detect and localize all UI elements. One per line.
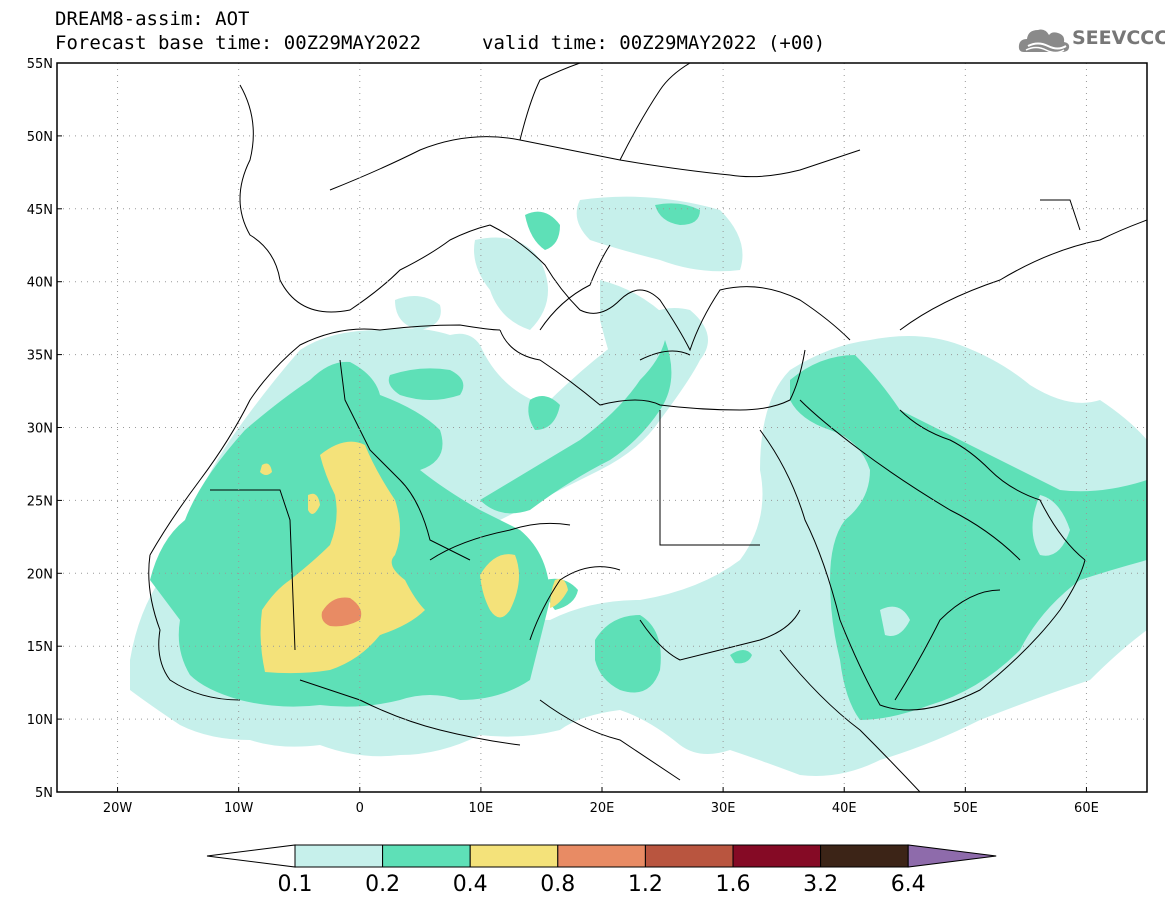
lon-label: 40E	[832, 801, 857, 816]
longitude-labels: 20W 10W 0 10E 20E 30E 40E 50E 60E	[103, 787, 1099, 816]
colorbar-level-label: 0.8	[540, 872, 576, 897]
lon-label: 30E	[711, 801, 736, 816]
lon-label: 0	[356, 801, 364, 816]
colorbar-bin	[557, 844, 646, 868]
cloud-icon	[1018, 29, 1070, 54]
lat-label: 55N	[27, 57, 53, 72]
colorbar-low-arrow	[206, 844, 296, 868]
lon-label: 20W	[103, 801, 133, 816]
colorbar-bin	[294, 844, 384, 868]
lat-label: 5N	[35, 786, 53, 801]
coastlines	[148, 63, 1147, 792]
lon-label: 50E	[953, 801, 978, 816]
colorbar	[206, 844, 997, 868]
colorbar-level-label: 0.2	[365, 872, 401, 897]
base-time: Forecast base time: 00Z29MAY2022	[55, 32, 422, 54]
lat-label: 40N	[27, 276, 53, 291]
colorbar-level-label: 0.4	[452, 872, 488, 897]
valid-time: valid time: 00Z29MAY2022 (+00)	[482, 32, 826, 54]
colorbar-bin	[820, 844, 909, 868]
lon-label: 10E	[469, 801, 494, 816]
colorbar-level-label: 3.2	[803, 872, 839, 897]
lat-label: 25N	[27, 494, 53, 509]
colorbar-level-label: 6.4	[890, 872, 926, 897]
lat-label: 15N	[27, 640, 53, 655]
lat-label: 30N	[27, 422, 53, 437]
lon-label: 10W	[224, 801, 254, 816]
colorbar-bin	[644, 844, 734, 868]
colorbar-bin	[469, 844, 559, 868]
logo-text: SEEVCCC	[1072, 27, 1165, 49]
colorbar-level-label: 1.6	[715, 872, 751, 897]
lat-label: 50N	[27, 130, 53, 145]
colorbar-bin	[382, 844, 471, 868]
colorbar-bin	[732, 844, 822, 868]
colorbar-high-arrow	[907, 844, 997, 868]
latitude-labels: 5N 10N 15N 20N 25N 30N 35N 40N 45N 50N 55N	[27, 57, 62, 801]
seevccc-logo: SEEVCCC	[1018, 22, 1165, 58]
lat-label: 35N	[27, 349, 53, 364]
lat-label: 45N	[27, 203, 53, 218]
colorbar-level-label: 0.1	[277, 872, 313, 897]
map-title: DREAM8-assim: AOT	[55, 8, 250, 30]
lon-label: 20E	[590, 801, 615, 816]
lat-label: 10N	[27, 713, 53, 728]
lat-label: 20N	[27, 567, 53, 582]
time-info: Forecast base time: 00Z29MAY2022 valid ti…	[55, 32, 825, 54]
colorbar-level-label: 1.2	[627, 872, 663, 897]
aot-field	[130, 63, 1147, 792]
lon-label: 60E	[1074, 801, 1099, 816]
